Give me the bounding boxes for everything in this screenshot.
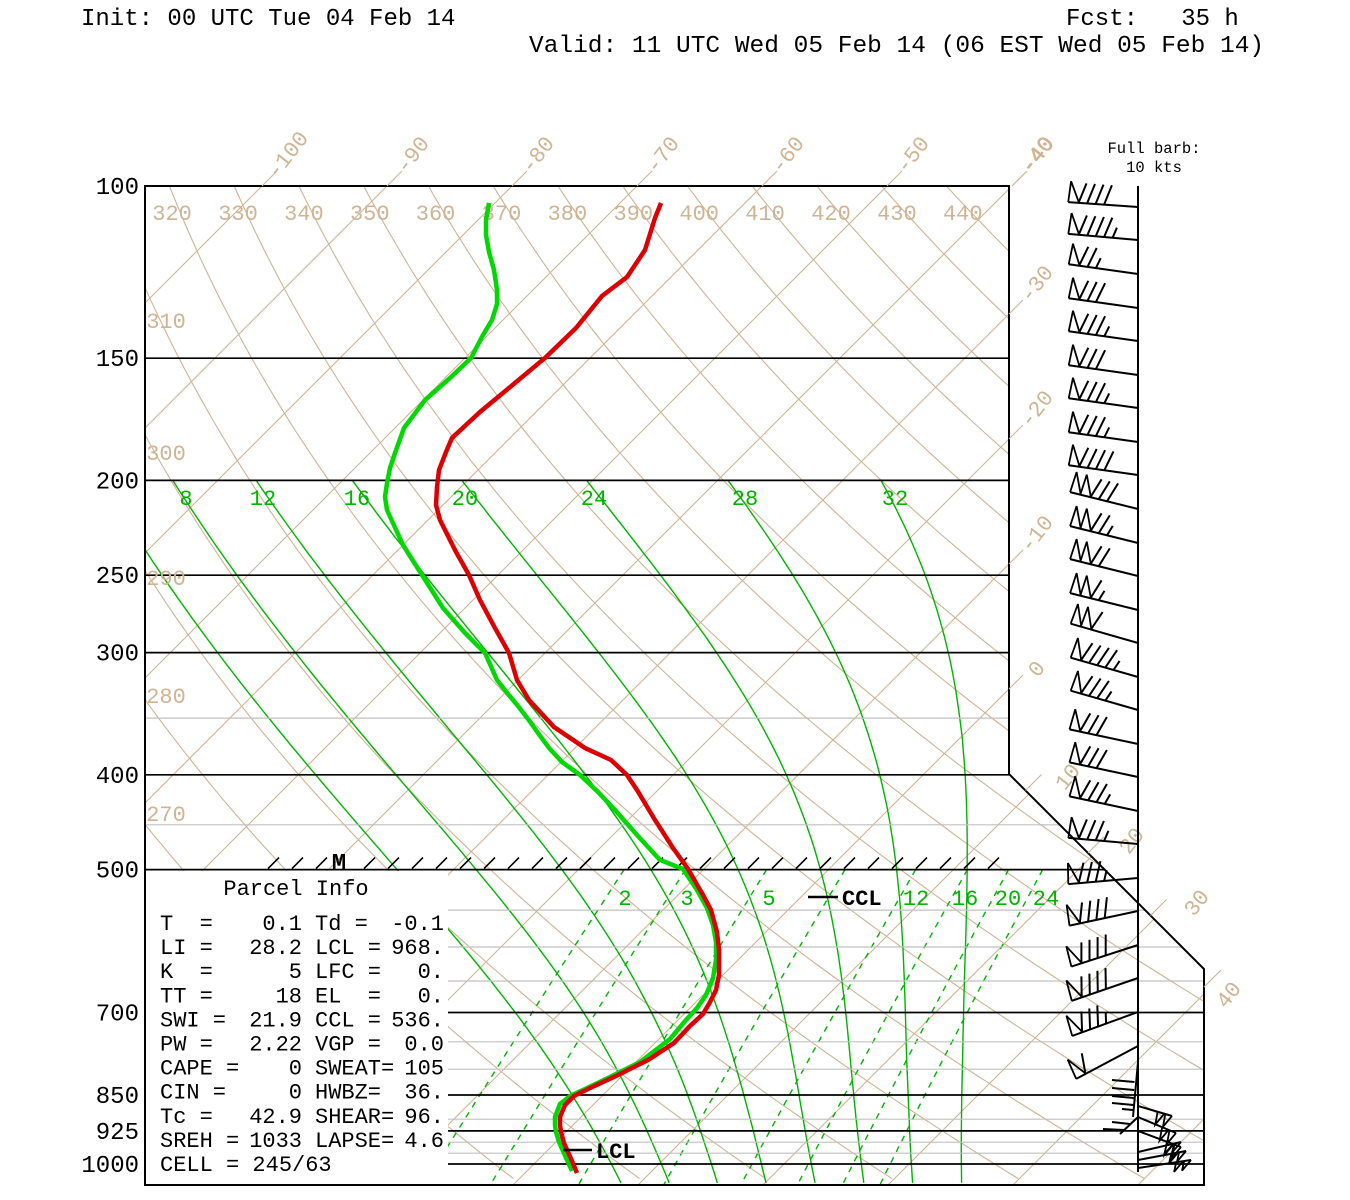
svg-text:10 kts: 10 kts	[1126, 159, 1182, 177]
svg-text:3: 3	[680, 887, 693, 912]
svg-text:SWI =: SWI =	[160, 1008, 226, 1033]
svg-text:420: 420	[811, 202, 851, 227]
svg-text:12: 12	[903, 887, 929, 912]
svg-text:850: 850	[96, 1084, 139, 1111]
svg-text:400: 400	[96, 764, 139, 791]
svg-text:96.: 96.	[404, 1105, 444, 1130]
svg-text:270: 270	[146, 803, 186, 828]
svg-text:290: 290	[146, 567, 186, 592]
svg-text:0.: 0.	[418, 960, 444, 985]
svg-text:536.: 536.	[391, 1008, 444, 1033]
svg-text:430: 430	[877, 202, 917, 227]
svg-text:0.0: 0.0	[404, 1033, 444, 1058]
svg-text:400: 400	[679, 202, 719, 227]
svg-text:Init: 00 UTC Tue 04 Feb 14: Init: 00 UTC Tue 04 Feb 14	[81, 6, 455, 33]
svg-text:18: 18	[276, 984, 302, 1009]
svg-text:EL =: EL =	[315, 984, 381, 1009]
svg-text:SWEAT=: SWEAT=	[315, 1057, 394, 1082]
svg-text:CCL =: CCL =	[315, 1008, 381, 1033]
svg-text:CCL: CCL	[842, 887, 882, 912]
svg-text:968.: 968.	[391, 936, 444, 961]
svg-text:LCL: LCL	[596, 1140, 636, 1165]
svg-text:LCL =: LCL =	[315, 936, 381, 961]
svg-text:1000: 1000	[81, 1153, 139, 1180]
svg-text:5: 5	[762, 887, 775, 912]
svg-text:M: M	[332, 851, 346, 878]
svg-text:HWBZ=: HWBZ=	[315, 1081, 381, 1106]
svg-text:4.6: 4.6	[404, 1129, 444, 1154]
svg-text:150: 150	[96, 347, 139, 374]
svg-text:Fcst: 35 h: Fcst: 35 h	[1066, 6, 1239, 33]
svg-text:200: 200	[96, 469, 139, 496]
svg-text:28.2: 28.2	[249, 936, 302, 961]
svg-text:440: 440	[943, 202, 983, 227]
svg-text:SREH =: SREH =	[160, 1129, 239, 1154]
svg-text:280: 280	[146, 685, 186, 710]
svg-text:LFC =: LFC =	[315, 960, 381, 985]
svg-text:100: 100	[96, 175, 139, 202]
svg-text:PW =: PW =	[160, 1033, 213, 1058]
svg-text:340: 340	[284, 202, 324, 227]
svg-text:28: 28	[732, 487, 758, 512]
svg-text:925: 925	[96, 1120, 139, 1147]
svg-text:105: 105	[404, 1057, 444, 1082]
svg-text:Valid: 11 UTC Wed 05 Feb 14 (0: Valid: 11 UTC Wed 05 Feb 14 (06 EST Wed …	[529, 33, 1264, 60]
svg-text:350: 350	[350, 202, 390, 227]
svg-text:300: 300	[146, 442, 186, 467]
svg-text:CELL = 245/63: CELL = 245/63	[160, 1153, 332, 1178]
svg-text:16: 16	[952, 887, 978, 912]
svg-text:1033: 1033	[249, 1129, 302, 1154]
svg-text:24: 24	[1033, 887, 1059, 912]
svg-text:CIN =: CIN =	[160, 1081, 226, 1106]
svg-text:24: 24	[581, 487, 607, 512]
svg-text:390: 390	[613, 202, 653, 227]
svg-text:Td =: Td =	[315, 912, 368, 937]
svg-text:2: 2	[618, 887, 631, 912]
svg-text:12: 12	[250, 487, 276, 512]
svg-text:CAPE =: CAPE =	[160, 1057, 239, 1082]
svg-text:K =: K =	[160, 960, 213, 985]
svg-text:500: 500	[96, 859, 139, 886]
svg-text:0.1: 0.1	[262, 912, 302, 937]
svg-text:700: 700	[96, 1002, 139, 1029]
svg-text:410: 410	[745, 202, 785, 227]
svg-text:LI =: LI =	[160, 936, 213, 961]
svg-text:20: 20	[452, 487, 478, 512]
svg-text:0.: 0.	[418, 984, 444, 1009]
svg-text:16: 16	[344, 487, 370, 512]
svg-text:-0.1: -0.1	[391, 912, 444, 937]
svg-text:300: 300	[96, 642, 139, 669]
svg-text:330: 330	[218, 202, 258, 227]
svg-text:Full barb:: Full barb:	[1107, 140, 1200, 158]
svg-text:Parcel Info: Parcel Info	[223, 877, 368, 902]
svg-text:360: 360	[416, 202, 456, 227]
svg-text:VGP =: VGP =	[315, 1033, 381, 1058]
svg-text:5: 5	[289, 960, 302, 985]
svg-text:380: 380	[548, 202, 588, 227]
svg-text:20: 20	[995, 887, 1021, 912]
svg-text:0: 0	[289, 1081, 302, 1106]
svg-text:Tc =: Tc =	[160, 1105, 213, 1130]
svg-text:310: 310	[146, 310, 186, 335]
svg-text:42.9: 42.9	[249, 1105, 302, 1130]
svg-text:2.22: 2.22	[249, 1033, 302, 1058]
svg-text:36.: 36.	[404, 1081, 444, 1106]
svg-text:SHEAR=: SHEAR=	[315, 1105, 394, 1130]
svg-text:8: 8	[179, 487, 192, 512]
svg-text:0: 0	[289, 1057, 302, 1082]
svg-text:T =: T =	[160, 912, 213, 937]
svg-text:250: 250	[96, 564, 139, 591]
svg-text:LAPSE=: LAPSE=	[315, 1129, 394, 1154]
svg-text:21.9: 21.9	[249, 1008, 302, 1033]
svg-text:320: 320	[152, 202, 192, 227]
svg-text:32: 32	[882, 487, 908, 512]
svg-text:TT =: TT =	[160, 984, 213, 1009]
